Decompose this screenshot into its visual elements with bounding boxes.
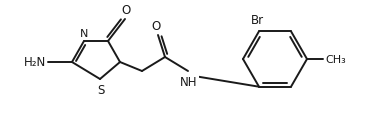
Text: CH₃: CH₃ <box>325 54 346 64</box>
Text: NH: NH <box>180 75 198 88</box>
Text: S: S <box>97 83 105 96</box>
Text: N: N <box>80 29 88 39</box>
Text: H₂N: H₂N <box>24 56 46 69</box>
Text: Br: Br <box>250 14 264 27</box>
Text: O: O <box>121 4 131 17</box>
Text: O: O <box>151 20 161 33</box>
